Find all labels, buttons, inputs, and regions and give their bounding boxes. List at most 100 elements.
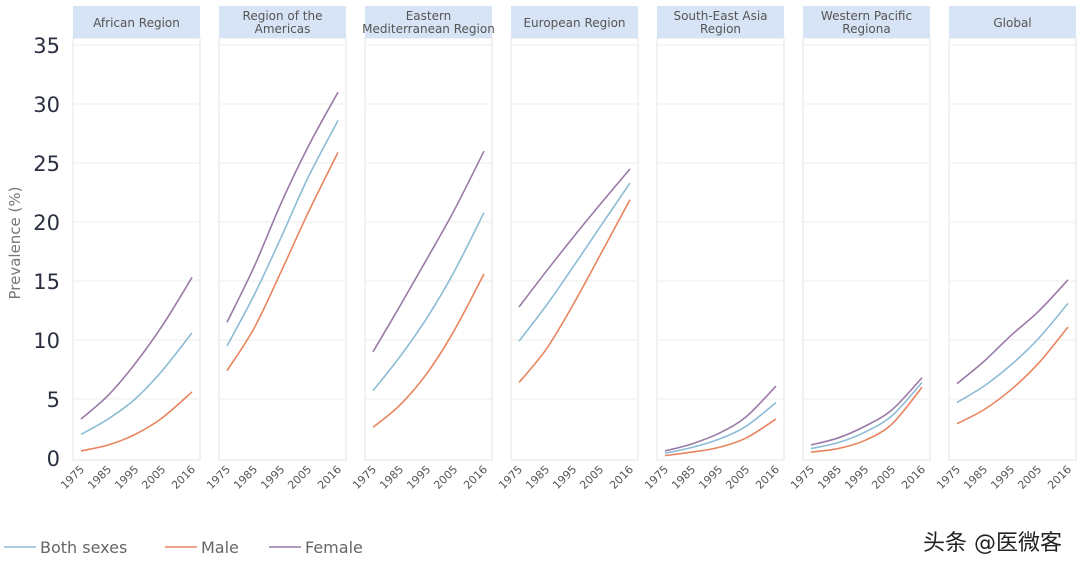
x-tick-label: 1985 [231,463,260,492]
series-line-male [372,273,485,428]
series-line-male [664,418,777,457]
series-line-both-sexes [664,401,777,455]
panel-frame [364,37,493,461]
x-tick-label: 1995 [842,463,871,492]
y-tick-label: 15 [33,270,60,294]
series-line-both-sexes [226,120,339,347]
y-tick-label: 0 [47,447,60,471]
x-tick-label: 1975 [788,463,817,492]
x-tick-label: 1995 [404,463,433,492]
panel-title: African Region [93,16,180,30]
x-tick-label: 2005 [723,463,752,492]
panel-frame [656,37,785,461]
series-line-male [518,199,631,383]
panel-title: Western Pacific [821,9,912,23]
legend-label: Female [305,538,363,557]
legend-label: Male [201,538,239,557]
x-tick-label: 2016 [607,463,636,492]
x-tick-label: 1995 [112,463,141,492]
x-tick-label: 2016 [899,463,928,492]
series-line-male [810,386,923,453]
x-tick-label: 1995 [988,463,1017,492]
panel-title: Region of the [243,9,323,23]
panel-frame [218,37,347,461]
series-line-female [80,277,193,420]
y-tick-label: 5 [47,388,60,412]
x-tick-label: 2005 [1015,463,1044,492]
x-tick-label: 2005 [869,463,898,492]
y-tick-label: 30 [33,93,60,117]
x-tick-label: 1985 [377,463,406,492]
x-tick-label: 2005 [285,463,314,492]
panel-frame [510,37,639,461]
x-tick-label: 1985 [961,463,990,492]
x-tick-label: 1985 [85,463,114,492]
panel-title: Global [993,16,1031,30]
series-line-female [956,279,1069,385]
x-tick-label: 2016 [315,463,344,492]
x-tick-label: 2016 [1045,463,1074,492]
series-line-both-sexes [810,381,923,450]
x-tick-label: 1995 [258,463,287,492]
panel-title: Americas [255,22,311,36]
panel-header [219,6,346,38]
series-line-female [518,168,631,308]
y-tick-label: 10 [33,329,60,353]
x-tick-label: 2016 [461,463,490,492]
x-tick-label: 1995 [550,463,579,492]
x-tick-label: 2016 [169,463,198,492]
series-line-both-sexes [518,182,631,342]
panel-title: Regiona [842,22,890,36]
series-line-both-sexes [80,332,193,436]
series-line-male [226,152,339,372]
x-tick-label: 2005 [139,463,168,492]
series-line-male [80,391,193,452]
panel-frame [72,37,201,461]
x-tick-label: 2005 [431,463,460,492]
panel-title: South-East Asia [673,9,767,23]
series-line-female [226,91,339,323]
panel-title: European Region [523,16,625,30]
panel-title: Mediterranean Region [362,22,495,36]
x-tick-label: 1975 [496,463,525,492]
x-tick-label: 1985 [815,463,844,492]
series-line-male [956,326,1069,425]
y-tick-label: 35 [33,34,60,58]
x-tick-label: 2005 [577,463,606,492]
panel-header [803,6,930,38]
panel-frame [948,37,1077,461]
panel-header [949,6,1076,38]
panel-title: Region [700,22,741,36]
x-tick-label: 1975 [58,463,87,492]
series-line-female [372,150,485,353]
y-axis-label: Prevalence (%) [6,186,24,299]
panel-frame [802,37,931,461]
panel-header [657,6,784,38]
y-tick-label: 20 [33,211,60,235]
x-tick-label: 1995 [696,463,725,492]
x-tick-label: 1975 [204,463,233,492]
watermark: 头条 @医微客 [923,531,1062,556]
series-line-female [664,385,777,452]
x-tick-label: 1975 [642,463,671,492]
x-tick-label: 2016 [753,463,782,492]
legend: Both sexes Male Female [4,538,363,557]
series-line-both-sexes [956,302,1069,404]
panel-header [365,6,492,38]
panel-title: Eastern [406,9,452,23]
x-tick-label: 1985 [523,463,552,492]
panel-header [511,6,638,38]
y-tick-label: 25 [33,152,60,176]
series-line-both-sexes [372,212,485,392]
legend-label: Both sexes [40,538,127,557]
x-tick-label: 1975 [934,463,963,492]
x-tick-label: 1975 [350,463,379,492]
series-line-female [810,377,923,446]
